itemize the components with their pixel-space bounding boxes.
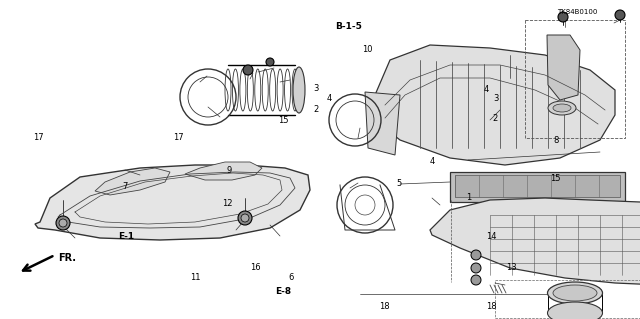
Text: 2: 2 (493, 114, 498, 122)
Text: E-1: E-1 (118, 232, 134, 241)
Text: 3: 3 (314, 84, 319, 93)
Circle shape (615, 10, 625, 20)
Text: 4: 4 (326, 94, 332, 103)
Circle shape (241, 214, 249, 222)
Circle shape (471, 250, 481, 260)
Text: B-1-5: B-1-5 (335, 22, 362, 31)
Polygon shape (365, 92, 400, 155)
Polygon shape (370, 45, 615, 165)
Text: 9: 9 (227, 166, 232, 175)
Circle shape (558, 12, 568, 22)
Polygon shape (547, 35, 580, 100)
Ellipse shape (547, 282, 602, 304)
Text: 13: 13 (506, 263, 516, 272)
Ellipse shape (293, 67, 305, 113)
Text: 6: 6 (288, 273, 293, 282)
Ellipse shape (547, 302, 602, 319)
Text: 11: 11 (190, 273, 200, 282)
Text: 14: 14 (486, 232, 497, 241)
Polygon shape (430, 192, 640, 285)
Text: 4: 4 (430, 157, 435, 166)
Ellipse shape (548, 101, 576, 115)
Bar (495, 280, 640, 318)
Text: 15: 15 (278, 116, 289, 125)
Text: 18: 18 (486, 302, 497, 311)
Text: E-8: E-8 (275, 287, 291, 296)
Ellipse shape (553, 104, 571, 112)
Text: 18: 18 (379, 302, 389, 311)
Circle shape (243, 65, 253, 75)
Circle shape (471, 275, 481, 285)
Polygon shape (185, 162, 262, 180)
Text: 8: 8 (554, 136, 559, 145)
Text: 15: 15 (550, 174, 561, 182)
Bar (525, 20, 625, 138)
Text: 2: 2 (314, 105, 319, 114)
Text: 7: 7 (122, 182, 127, 191)
Ellipse shape (553, 285, 597, 301)
Text: 16: 16 (250, 263, 260, 272)
Bar (450, 172, 625, 202)
Text: 3: 3 (493, 94, 498, 103)
Text: 4: 4 (483, 85, 488, 94)
Text: TK84B0100: TK84B0100 (557, 9, 597, 15)
Text: 10: 10 (362, 45, 372, 54)
Circle shape (471, 263, 481, 273)
Text: 17: 17 (173, 133, 184, 142)
Circle shape (59, 219, 67, 227)
Text: FR.: FR. (58, 253, 76, 263)
Circle shape (266, 58, 274, 66)
Circle shape (56, 216, 70, 230)
Text: 5: 5 (397, 179, 402, 188)
Text: 1: 1 (466, 193, 471, 202)
Polygon shape (35, 165, 310, 240)
Text: 12: 12 (222, 199, 232, 208)
Text: 17: 17 (33, 133, 44, 142)
Circle shape (238, 211, 252, 225)
Bar (455, 175, 620, 197)
Polygon shape (95, 168, 170, 195)
